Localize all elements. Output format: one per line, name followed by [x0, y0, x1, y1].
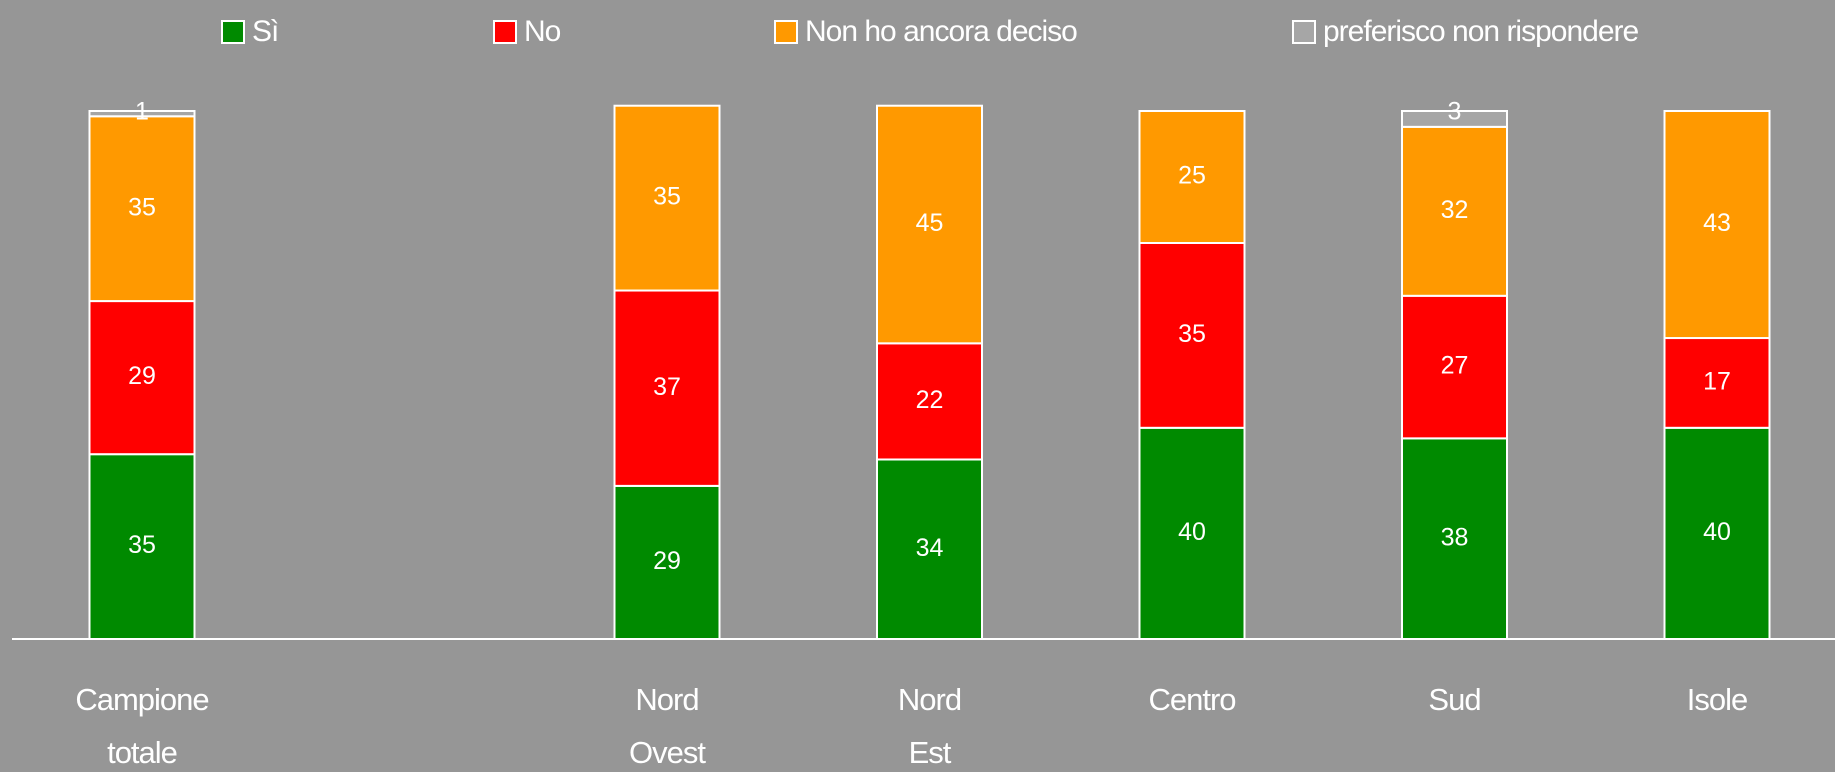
bar-segment: [1663, 426, 1771, 640]
bar-segment: [1138, 242, 1246, 429]
data-label: 35: [128, 193, 156, 221]
data-label: 35: [653, 183, 681, 211]
data-label: 40: [1178, 518, 1206, 546]
data-label: 40: [1703, 518, 1731, 546]
bar-segment: [1138, 426, 1246, 640]
bar-segment: [1401, 294, 1508, 440]
x-tick-label: Centro: [1148, 682, 1235, 717]
data-label: 29: [653, 547, 681, 575]
data-label: 34: [916, 534, 944, 562]
bar-segment: [1138, 110, 1246, 244]
bar-segment: [1663, 110, 1771, 340]
x-tick-label: Campione totale: [75, 682, 208, 770]
data-label: 29: [128, 362, 156, 390]
bar-segment: [876, 458, 983, 641]
bar-segment: [1663, 337, 1771, 429]
legend-swatch: [1292, 20, 1316, 44]
data-label: 17: [1703, 368, 1731, 396]
legend-swatch: [221, 20, 245, 44]
data-label: 27: [1441, 352, 1469, 380]
legend-label: Sì: [252, 15, 278, 48]
x-tick-label: Isole: [1687, 682, 1747, 717]
data-label: 35: [1178, 320, 1206, 348]
data-label: 43: [1703, 209, 1731, 237]
bar-segment: [613, 484, 721, 640]
legend-label: Non ho ancora deciso: [805, 15, 1077, 48]
x-tick-label: Sud: [1428, 682, 1480, 717]
x-tick-label: Nord Ovest: [629, 682, 706, 770]
bar-segment: [876, 342, 983, 461]
bar-segment: [88, 110, 196, 118]
data-label: 35: [128, 531, 156, 559]
x-tick-label: Nord Est: [898, 682, 961, 770]
data-label: 37: [653, 373, 681, 401]
data-label: 25: [1178, 162, 1206, 190]
bar-segment: [1401, 437, 1508, 640]
legend-label: No: [524, 15, 561, 48]
data-label: 22: [916, 386, 944, 414]
data-label: 45: [916, 209, 944, 237]
data-label: 38: [1441, 523, 1469, 551]
data-label: 3: [1448, 98, 1462, 126]
bar-segment: [1401, 125, 1508, 297]
bar-segment: [88, 115, 196, 303]
bar-segment: [876, 104, 983, 345]
bar-segment: [88, 300, 196, 456]
legend-swatch: [493, 20, 517, 44]
data-label: 1: [135, 98, 149, 126]
legend-swatch: [774, 20, 798, 44]
data-label: 32: [1441, 196, 1469, 224]
bar-segment: [1401, 110, 1508, 128]
bar-segment: [613, 104, 721, 292]
legend-label: preferisco non rispondere: [1323, 15, 1639, 48]
